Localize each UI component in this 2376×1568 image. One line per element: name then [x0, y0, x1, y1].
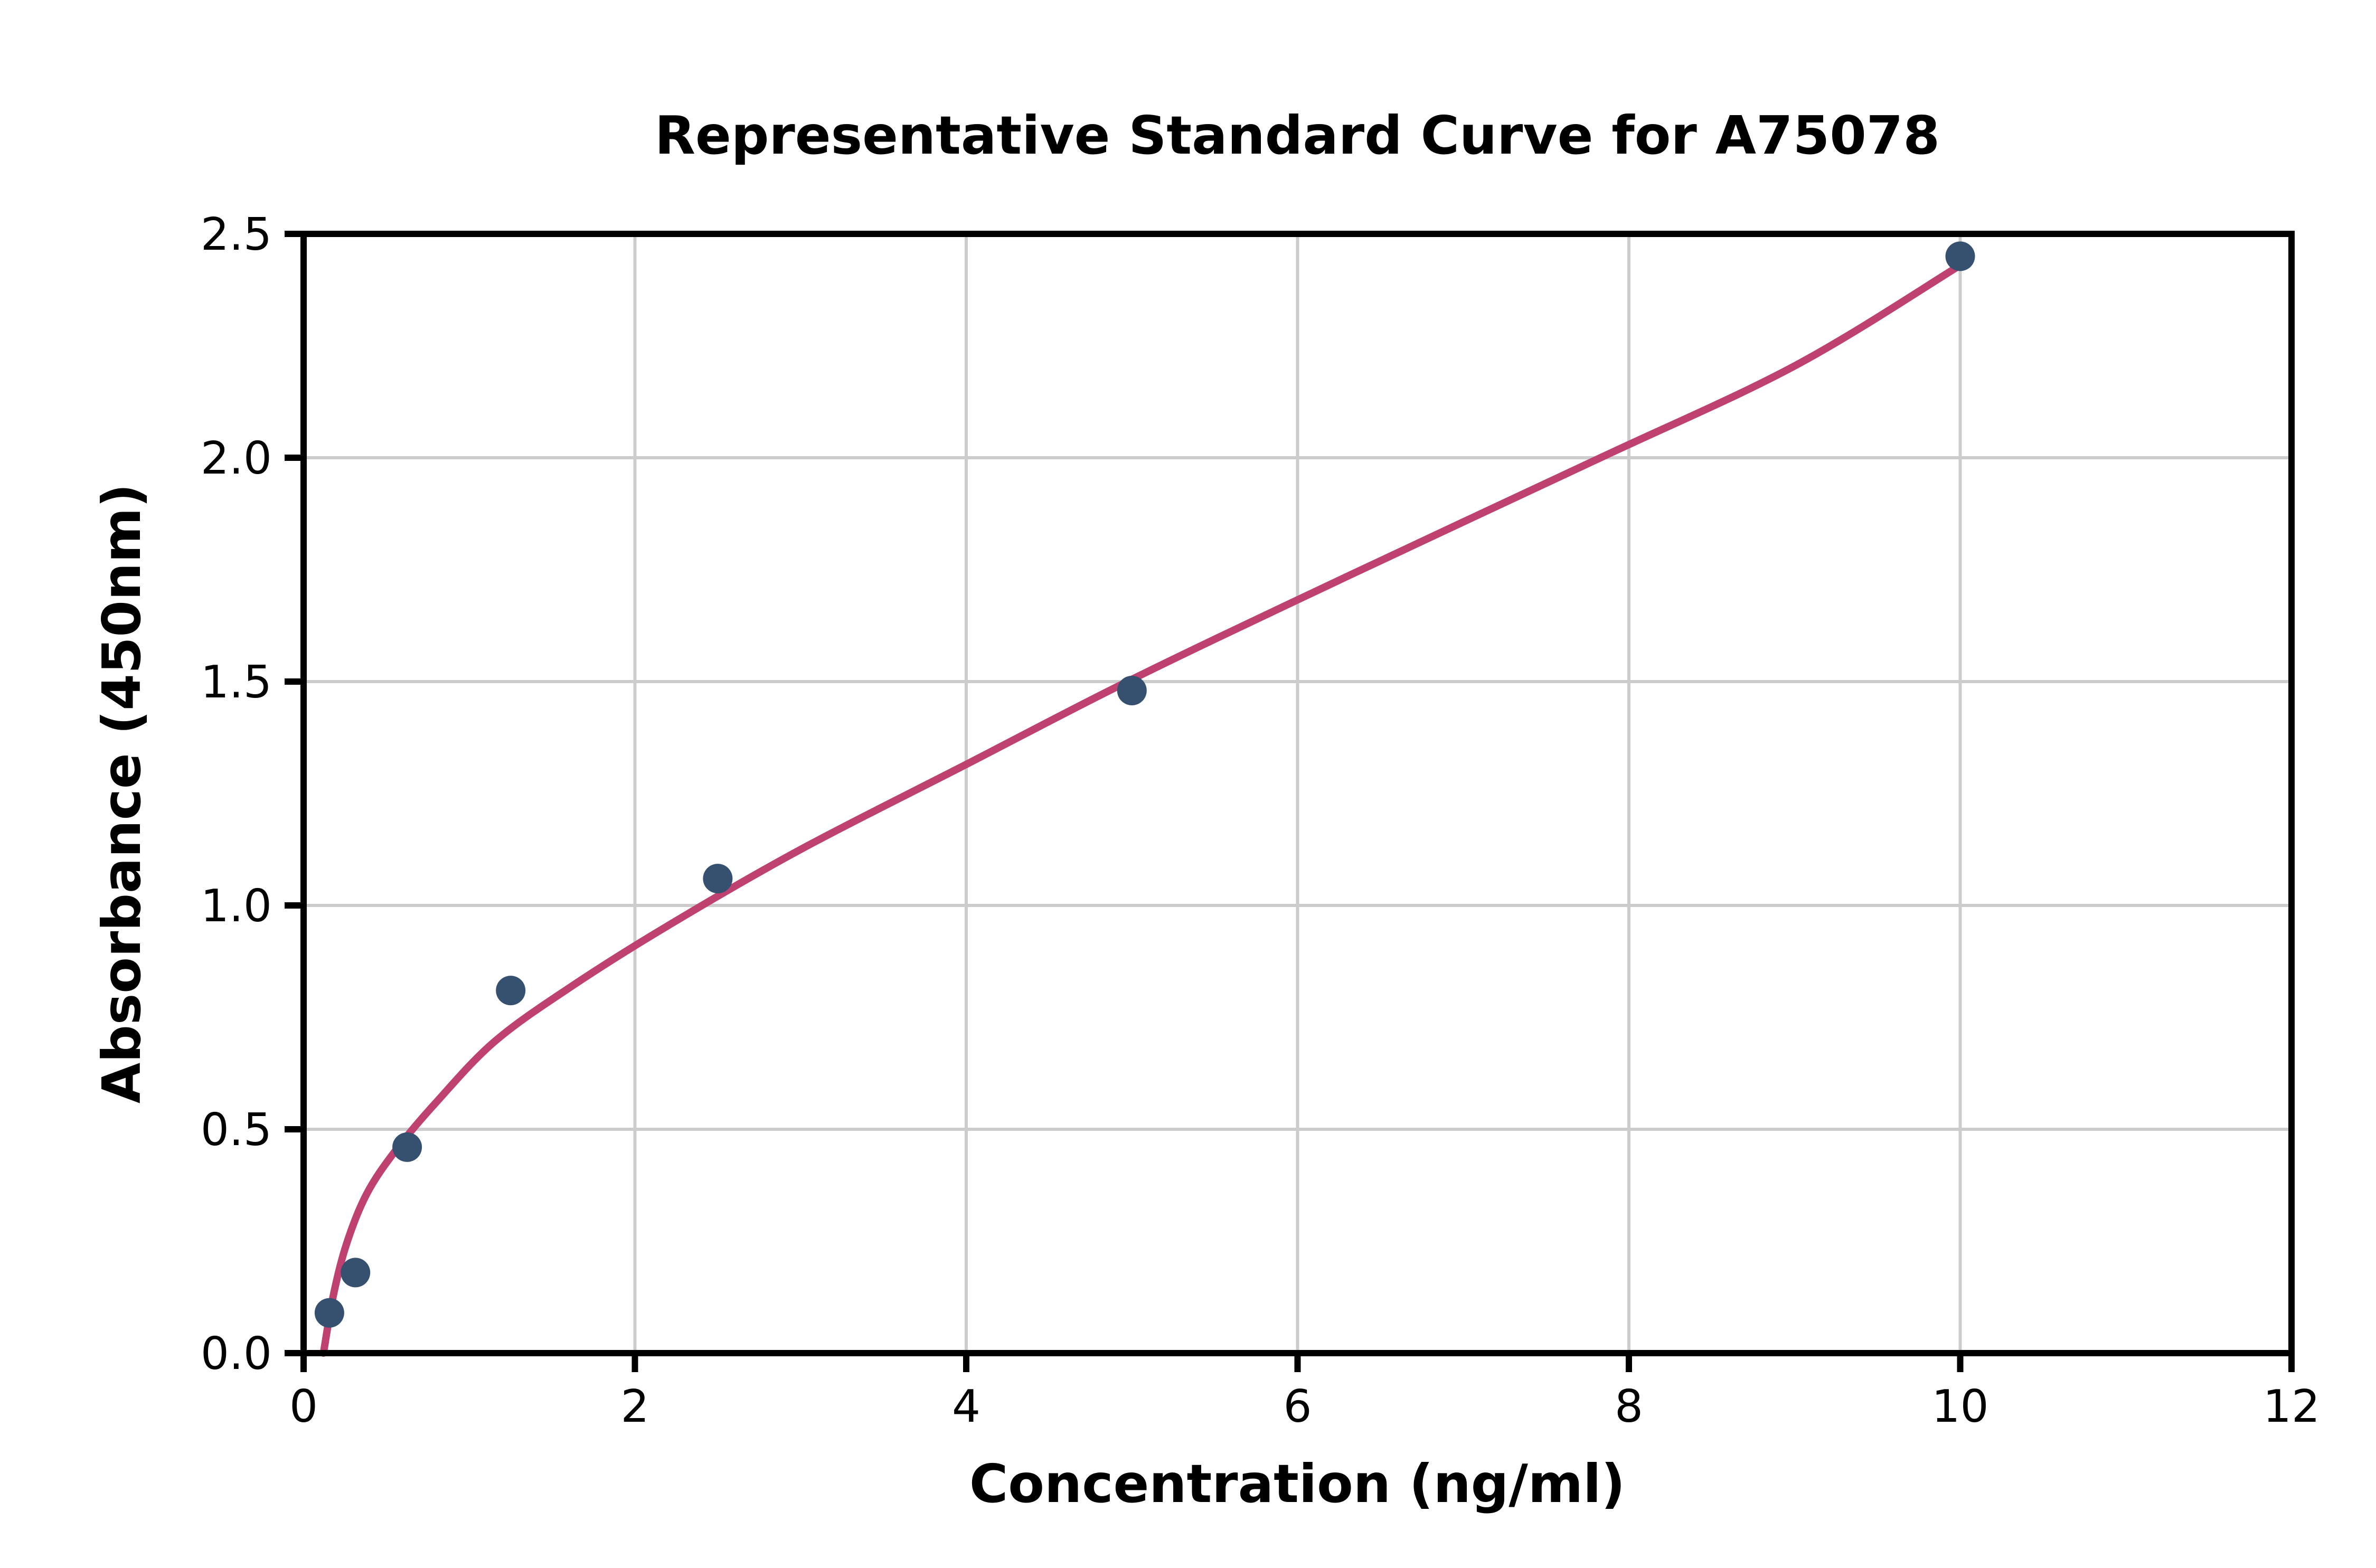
y-tick-label: 1.0 — [201, 880, 272, 932]
data-point — [1117, 676, 1147, 705]
data-point — [1945, 241, 1975, 271]
x-tick-label: 12 — [2263, 1381, 2320, 1433]
y-tick-labels: 0.0 0.5 1.0 1.5 2.0 2.5 — [201, 209, 272, 1380]
tick-marks — [285, 231, 2295, 1372]
data-point — [341, 1258, 371, 1288]
data-point — [496, 976, 526, 1006]
y-axis-label: Absorbance (450nm) — [91, 484, 153, 1103]
x-tick-label: 8 — [1615, 1381, 1643, 1433]
x-tick-label: 0 — [289, 1381, 318, 1433]
data-points-group — [314, 241, 1975, 1328]
x-tick-label: 2 — [620, 1381, 649, 1433]
data-point — [392, 1132, 422, 1162]
x-axis-label: Concentration (ng/ml) — [969, 1453, 1625, 1515]
chart-title: Representative Standard Curve for A75078 — [655, 105, 1940, 166]
x-tick-labels: 0 2 4 6 8 10 12 — [289, 1381, 2320, 1433]
data-point — [703, 864, 733, 894]
fit-curve-group — [319, 261, 1964, 1357]
y-tick-label: 0.0 — [201, 1328, 272, 1380]
x-tick-label: 10 — [1931, 1381, 1988, 1433]
y-tick-label: 1.5 — [201, 656, 272, 709]
y-tick-label: 0.5 — [201, 1104, 272, 1156]
data-point — [314, 1298, 344, 1328]
x-tick-label: 4 — [952, 1381, 980, 1433]
y-tick-label: 2.5 — [201, 209, 272, 261]
fit-curve — [319, 261, 1964, 1357]
x-tick-label: 6 — [1283, 1381, 1312, 1433]
y-tick-label: 2.0 — [201, 432, 272, 485]
